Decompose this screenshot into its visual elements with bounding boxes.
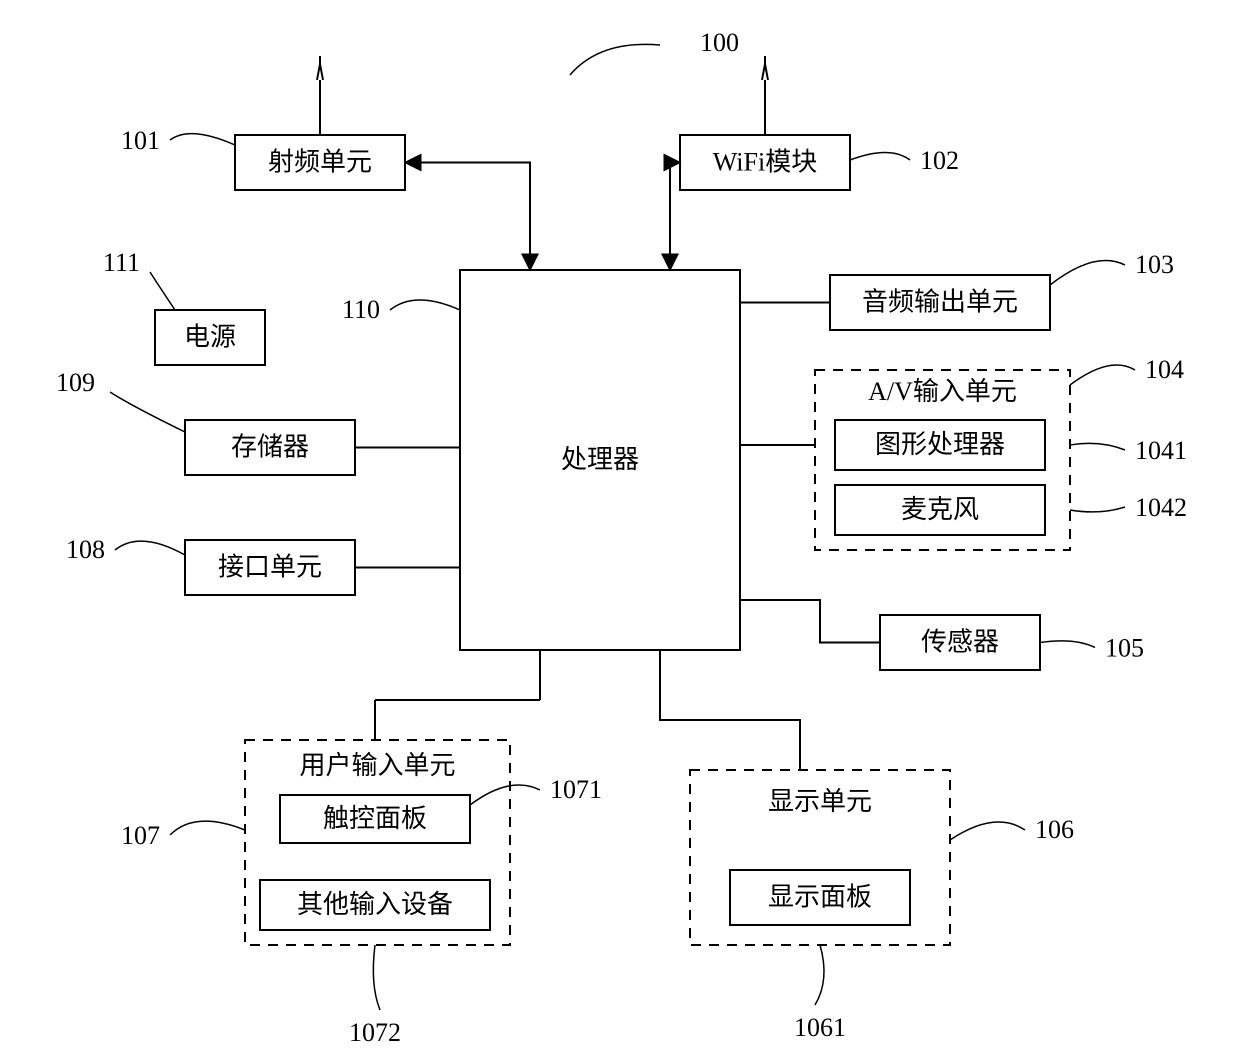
svg-text:显示单元: 显示单元 [768, 787, 872, 816]
svg-text:100: 100 [700, 28, 739, 57]
leader [1050, 261, 1125, 286]
svg-text:显示面板: 显示面板 [768, 882, 872, 911]
antenna [765, 64, 768, 80]
svg-text:图形处理器: 图形处理器 [875, 430, 1005, 459]
svg-text:触控面板: 触控面板 [323, 804, 427, 833]
leader [150, 272, 175, 310]
svg-text:101: 101 [121, 126, 160, 155]
svg-text:107: 107 [121, 821, 160, 850]
leader [170, 134, 235, 145]
svg-text:106: 106 [1035, 815, 1074, 844]
svg-text:105: 105 [1105, 633, 1144, 662]
svg-text:108: 108 [66, 535, 105, 564]
svg-text:103: 103 [1135, 250, 1174, 279]
svg-text:104: 104 [1145, 355, 1184, 384]
svg-text:处理器: 处理器 [561, 445, 639, 474]
leader [950, 822, 1025, 840]
ref-100 [570, 44, 660, 75]
leader [1070, 365, 1135, 385]
svg-text:用户输入单元: 用户输入单元 [299, 751, 455, 780]
svg-text:1071: 1071 [550, 775, 602, 804]
leader [815, 945, 824, 1005]
svg-text:接口单元: 接口单元 [218, 552, 322, 581]
svg-text:射频单元: 射频单元 [268, 147, 372, 176]
rf-proc [405, 163, 530, 271]
svg-text:传感器: 传感器 [921, 627, 999, 656]
sensor-proc [740, 600, 880, 643]
svg-text:110: 110 [342, 295, 380, 324]
antenna [320, 64, 323, 80]
svg-text:1042: 1042 [1135, 493, 1187, 522]
svg-text:1061: 1061 [794, 1013, 846, 1042]
svg-text:麦克风: 麦克风 [901, 495, 979, 524]
leader [110, 392, 185, 432]
svg-text:109: 109 [56, 368, 95, 397]
svg-text:存储器: 存储器 [231, 432, 309, 461]
leader [390, 300, 460, 310]
leader [1040, 641, 1095, 648]
leader [850, 153, 910, 161]
leader [1070, 443, 1125, 450]
svg-text:电源: 电源 [184, 322, 236, 351]
leader [115, 541, 185, 555]
svg-text:102: 102 [920, 146, 959, 175]
display-proc [660, 650, 800, 770]
svg-text:音频输出单元: 音频输出单元 [862, 287, 1018, 316]
leader [1070, 507, 1125, 512]
leader [373, 945, 380, 1010]
svg-text:1072: 1072 [349, 1018, 401, 1047]
svg-text:A/V输入单元: A/V输入单元 [868, 377, 1017, 406]
svg-text:其他输入设备: 其他输入设备 [297, 890, 453, 919]
svg-text:WiFi模块: WiFi模块 [713, 147, 817, 176]
leader [470, 785, 540, 805]
leader [170, 821, 245, 835]
svg-text:1041: 1041 [1135, 436, 1187, 465]
wifi-proc [670, 163, 680, 271]
svg-text:111: 111 [103, 248, 140, 277]
